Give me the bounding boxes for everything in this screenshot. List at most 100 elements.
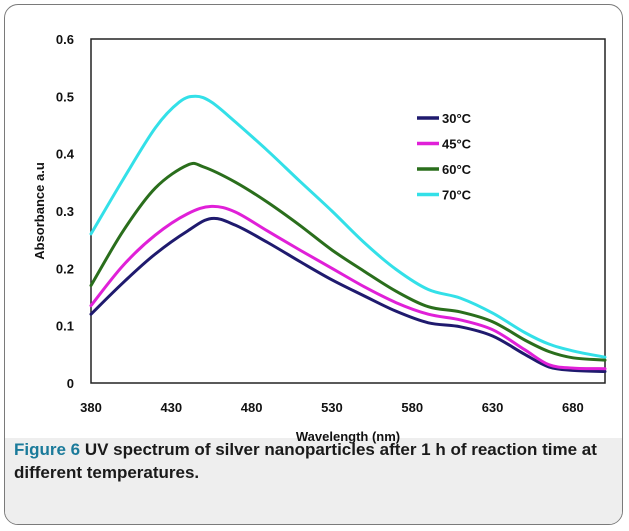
data-point — [266, 241, 269, 244]
data-point — [362, 270, 366, 273]
x-tick-label: 580 — [401, 400, 423, 415]
data-point — [298, 224, 301, 227]
data-point — [202, 165, 205, 169]
legend: 30°C 45°C 60°C 70°C — [417, 111, 472, 203]
caption-label: Figure 6 — [14, 440, 81, 459]
data-point — [330, 278, 334, 281]
data-point — [427, 288, 430, 291]
legend-label: 45°C — [442, 137, 472, 152]
data-point — [459, 296, 462, 300]
data-point — [234, 224, 237, 227]
data-point — [154, 233, 157, 237]
data-point — [491, 320, 494, 323]
series-0 — [89, 216, 607, 373]
data-point — [186, 212, 189, 216]
data-point — [210, 205, 213, 208]
caption-text: UV spectrum of silver nanoparticles afte… — [14, 440, 597, 482]
data-point — [603, 358, 607, 362]
series-line — [89, 216, 607, 373]
data-point — [178, 100, 181, 104]
data-point — [491, 334, 494, 338]
x-tick-label: 480 — [241, 400, 263, 415]
figure-caption: Figure 6 UV spectrum of silver nanoparti… — [14, 438, 604, 484]
data-point — [186, 229, 189, 233]
data-point — [523, 348, 526, 351]
data-point — [121, 178, 125, 181]
data-point — [89, 313, 93, 316]
data-point — [266, 201, 269, 204]
data-point — [89, 232, 93, 236]
data-point — [395, 290, 398, 293]
y-tick-label: 0.1 — [56, 319, 74, 334]
data-point — [234, 120, 237, 124]
data-point — [603, 356, 607, 359]
x-tick-label: 630 — [482, 400, 504, 415]
data-point — [210, 100, 213, 104]
data-point — [298, 248, 301, 252]
y-tick-label: 0 — [67, 376, 74, 391]
data-point — [186, 163, 189, 167]
data-point — [395, 310, 398, 313]
data-point — [395, 301, 398, 304]
legend-label: 60°C — [442, 162, 472, 177]
data-point — [427, 313, 430, 316]
data-point — [121, 264, 125, 267]
data-point — [603, 367, 607, 370]
data-point — [571, 366, 575, 370]
data-point — [523, 353, 526, 356]
data-point — [491, 311, 494, 315]
data-point — [362, 241, 366, 244]
data-point — [547, 342, 550, 346]
data-point — [491, 328, 494, 331]
legend-label: 30°C — [442, 111, 472, 126]
y-tick-label: 0.2 — [56, 261, 74, 276]
caption-band — [5, 438, 622, 524]
x-tick-label: 680 — [562, 400, 584, 415]
data-point — [603, 370, 607, 373]
data-point — [362, 285, 366, 288]
data-point — [266, 149, 269, 152]
data-point — [330, 267, 334, 270]
data-point — [210, 217, 213, 220]
x-axis-title: Wavelength (nm) — [296, 429, 400, 444]
data-point — [427, 321, 430, 324]
data-point — [330, 248, 334, 252]
data-point — [154, 186, 157, 190]
x-tick-label: 380 — [80, 400, 102, 415]
data-point — [459, 325, 462, 328]
data-point — [154, 252, 157, 256]
data-point — [121, 229, 125, 233]
data-point — [234, 181, 237, 184]
data-point — [571, 349, 575, 353]
y-tick-label: 0.6 — [56, 32, 74, 47]
data-point — [234, 210, 237, 214]
data-point — [459, 310, 462, 314]
data-point — [362, 294, 366, 298]
series-line — [89, 204, 607, 371]
series-1 — [89, 204, 607, 371]
y-tick-label: 0.5 — [56, 89, 74, 104]
series-2 — [89, 161, 607, 362]
data-point — [194, 95, 197, 98]
x-tick-label: 430 — [160, 400, 182, 415]
y-tick-label: 0.4 — [56, 147, 75, 162]
data-point — [459, 318, 462, 322]
data-point — [298, 260, 301, 263]
data-point — [89, 284, 93, 287]
data-point — [427, 305, 430, 308]
y-axis-title: Absorbance a.u — [32, 162, 47, 260]
data-point — [154, 126, 157, 130]
legend-label: 70°C — [442, 188, 472, 203]
data-point — [121, 281, 125, 284]
series-3 — [89, 94, 607, 359]
axis-ticks: 380 430 480 530 580 630 680 0 0.1 0.2 0.3 0.4 0.5 0.6 — [56, 32, 584, 415]
data-point — [547, 363, 550, 366]
data-point — [330, 209, 334, 213]
data-point — [523, 338, 526, 342]
plot-area — [90, 38, 606, 384]
data-point — [89, 304, 93, 307]
series-lines — [89, 94, 607, 373]
y-tick-label: 0.3 — [56, 204, 74, 219]
data-point — [547, 350, 550, 353]
